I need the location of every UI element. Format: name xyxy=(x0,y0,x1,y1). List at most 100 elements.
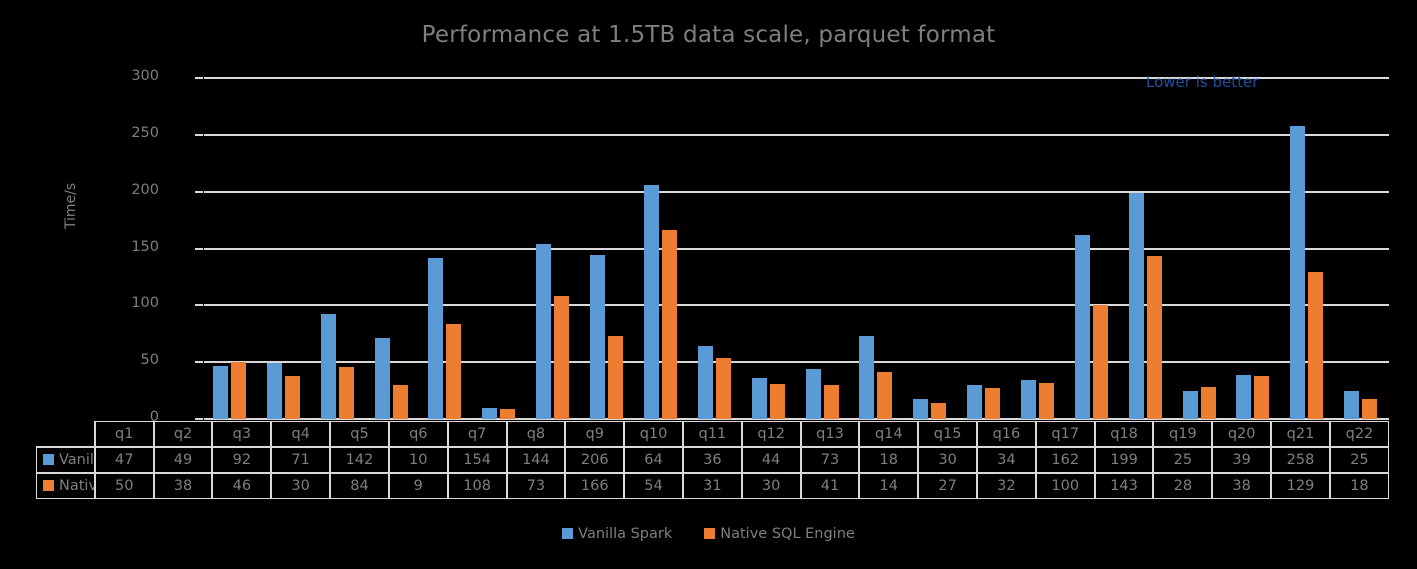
table-cell: 25 xyxy=(1329,447,1389,473)
table-cell: 36 xyxy=(682,447,742,473)
bar[interactable] xyxy=(931,403,947,419)
legend-swatch-icon xyxy=(43,454,54,465)
legend-swatch-icon xyxy=(704,528,716,539)
table-column-header: q19 xyxy=(1153,421,1213,447)
bar[interactable] xyxy=(1128,192,1144,419)
table-column-header: q18 xyxy=(1094,421,1154,447)
bar[interactable] xyxy=(266,363,282,419)
bar[interactable] xyxy=(769,383,785,419)
bar-group xyxy=(1227,78,1281,419)
bar[interactable] xyxy=(1038,382,1054,419)
y-axis-tick-mark xyxy=(195,77,203,79)
table-row-label: Vanilla Spark xyxy=(59,452,94,468)
bar-group xyxy=(904,78,958,419)
bar[interactable] xyxy=(751,378,767,419)
table-column-header: q1 xyxy=(94,421,154,447)
bar-group xyxy=(258,78,312,419)
table-cell: 49 xyxy=(153,447,213,473)
table-cell: 162 xyxy=(1035,447,1095,473)
table-column-header: q5 xyxy=(330,421,389,447)
table-column-header: q6 xyxy=(388,421,448,447)
bar[interactable] xyxy=(338,366,354,419)
gridline xyxy=(204,190,1389,193)
bar[interactable] xyxy=(446,323,462,419)
bar[interactable] xyxy=(1200,387,1216,419)
legend-item[interactable]: Vanilla Spark xyxy=(562,526,672,542)
table-column-header: q16 xyxy=(977,421,1036,447)
bar[interactable] xyxy=(500,408,516,419)
table-cell: 18 xyxy=(859,447,919,473)
table-cell: 10 xyxy=(388,447,448,473)
legend-swatch-icon xyxy=(562,528,574,539)
bar[interactable] xyxy=(231,362,246,419)
gridline xyxy=(204,77,1389,79)
bar[interactable] xyxy=(859,336,875,419)
bar-group xyxy=(958,78,1012,419)
bar[interactable] xyxy=(1308,272,1324,419)
bar[interactable] xyxy=(392,384,408,419)
bar[interactable] xyxy=(1074,234,1090,419)
bar[interactable] xyxy=(985,388,1001,419)
bar[interactable] xyxy=(1182,390,1198,419)
bar[interactable] xyxy=(536,243,552,419)
gridline xyxy=(204,418,1389,420)
table-column-header: q10 xyxy=(624,421,683,447)
y-axis-tick-mark xyxy=(195,418,203,420)
bar[interactable] xyxy=(590,255,606,419)
bar[interactable] xyxy=(320,314,336,419)
bar[interactable] xyxy=(1290,125,1306,419)
table-column-header: q22 xyxy=(1329,421,1389,447)
bar[interactable] xyxy=(805,369,821,419)
bar-group xyxy=(527,78,581,419)
bar[interactable] xyxy=(1092,305,1108,419)
table-cell: 31 xyxy=(682,473,742,499)
bar[interactable] xyxy=(823,384,839,419)
bar[interactable] xyxy=(213,365,228,419)
bar[interactable] xyxy=(877,372,893,419)
y-axis-tick-label: 250 xyxy=(131,124,159,141)
bar-group xyxy=(1012,78,1066,419)
table-column-header: q14 xyxy=(859,421,919,447)
bar[interactable] xyxy=(428,257,444,419)
bar[interactable] xyxy=(661,230,677,419)
legend-item[interactable]: Native SQL Engine xyxy=(704,526,855,542)
bar[interactable] xyxy=(913,398,929,419)
bar-group xyxy=(204,78,258,419)
table-header-row: q1 q2 q3 q4 q5 q6 q7 q8 q9 q10 q11 q12 q13 q14 q15 q16 q… xyxy=(36,421,1389,447)
bar-group xyxy=(689,78,743,419)
bar[interactable] xyxy=(1236,374,1252,419)
table-cell: 143 xyxy=(1094,473,1154,499)
gridline xyxy=(204,304,1389,307)
bar[interactable] xyxy=(1344,390,1360,419)
table-cell: 144 xyxy=(506,447,566,473)
bar[interactable] xyxy=(374,338,390,419)
bar[interactable] xyxy=(1254,375,1270,419)
table-cell: 38 xyxy=(153,473,213,499)
bar[interactable] xyxy=(284,375,300,419)
y-axis-tick-label: 100 xyxy=(131,295,159,312)
bar-group xyxy=(473,78,527,419)
table-cell: 84 xyxy=(330,473,389,499)
bar[interactable] xyxy=(482,407,498,419)
table-column-header: q4 xyxy=(271,421,331,447)
table-column-header: q3 xyxy=(212,421,272,447)
bar[interactable] xyxy=(1020,380,1036,419)
table-cell: 34 xyxy=(977,447,1036,473)
bar[interactable] xyxy=(1146,256,1162,419)
bar[interactable] xyxy=(697,346,713,419)
table-cell: 71 xyxy=(271,447,331,473)
table-cell: 9 xyxy=(388,473,448,499)
table-cell: 30 xyxy=(271,473,331,499)
table-corner-cell xyxy=(36,421,95,447)
bar[interactable] xyxy=(1362,398,1378,419)
bar[interactable] xyxy=(643,184,659,419)
bar-group xyxy=(1174,78,1228,419)
bar[interactable] xyxy=(715,357,731,419)
table-cell: 154 xyxy=(447,447,507,473)
table-cell: 206 xyxy=(565,447,625,473)
bar[interactable] xyxy=(554,296,570,419)
bar-group xyxy=(1335,78,1389,419)
bar[interactable] xyxy=(608,336,624,419)
gridline xyxy=(204,247,1389,250)
bar[interactable] xyxy=(967,384,983,419)
